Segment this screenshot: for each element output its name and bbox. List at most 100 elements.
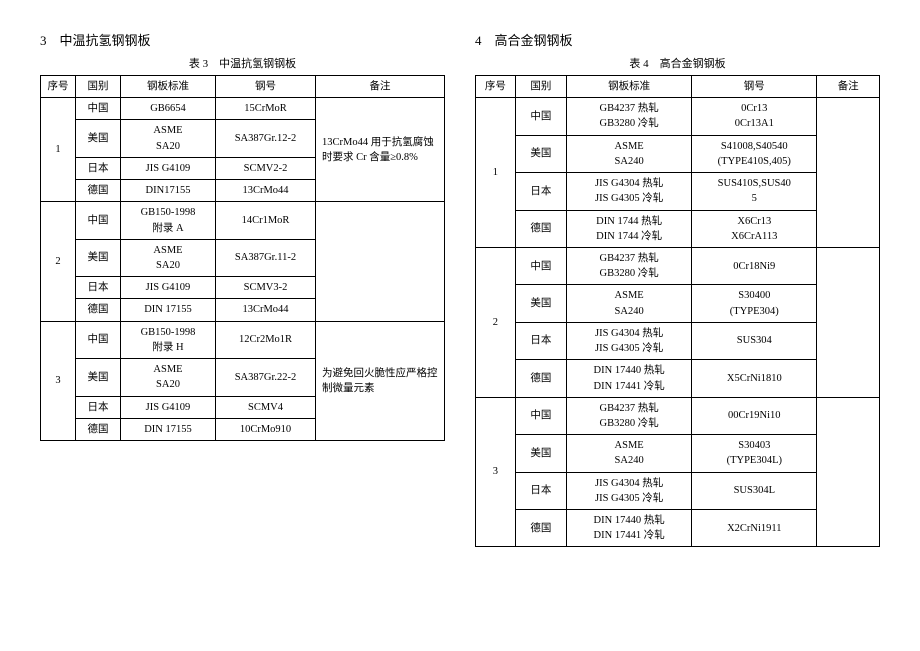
- steel-cell: 10CrMo910: [216, 418, 316, 440]
- steel-cell: 12Cr2Mo1R: [216, 321, 316, 358]
- steel-cell: SUS410S,SUS405: [692, 173, 817, 210]
- standard-cell: DIN 17155: [121, 299, 216, 321]
- country-cell: 日本: [515, 322, 566, 359]
- left-table-caption: 表 3 中温抗氢钢钢板: [40, 55, 445, 71]
- country-cell: 中国: [76, 321, 121, 358]
- steel-cell: X5CrNi1810: [692, 360, 817, 397]
- standard-cell: ASMESA240: [567, 435, 692, 472]
- country-cell: 日本: [515, 472, 566, 509]
- standard-cell: JIS G4304 热轧JIS G4305 冷轧: [567, 472, 692, 509]
- country-cell: 美国: [515, 285, 566, 322]
- steel-cell: SA387Gr.12-2: [216, 120, 316, 157]
- steel-cell: 15CrMoR: [216, 98, 316, 120]
- note-cell: [316, 202, 445, 321]
- standard-cell: JIS G4109: [121, 396, 216, 418]
- table-row: 3中国GB4237 热轧GB3280 冷轧00Cr19Ni10: [476, 397, 880, 434]
- col-standard: 钢板标准: [567, 76, 692, 98]
- steel-cell: 14Cr1MoR: [216, 202, 316, 239]
- standard-cell: JIS G4109: [121, 157, 216, 179]
- seq-cell: 2: [476, 247, 516, 397]
- page-columns: 3 中温抗氢钢钢板 表 3 中温抗氢钢钢板 序号 国别 钢板标准 钢号 备注 1…: [40, 30, 880, 547]
- steel-cell: 13CrMo44: [216, 180, 316, 202]
- col-country: 国别: [76, 76, 121, 98]
- steel-cell: S41008,S40540(TYPE410S,405): [692, 135, 817, 172]
- table-row: 2中国GB150-1998附录 A14Cr1MoR: [41, 202, 445, 239]
- col-seq: 序号: [41, 76, 76, 98]
- steel-cell: S30400(TYPE304): [692, 285, 817, 322]
- col-seq: 序号: [476, 76, 516, 98]
- table-row: 2中国GB4237 热轧GB3280 冷轧0Cr18Ni9: [476, 247, 880, 284]
- standard-cell: GB6654: [121, 98, 216, 120]
- standard-cell: GB4237 热轧GB3280 冷轧: [567, 247, 692, 284]
- note-cell: 13CrMo44 用于抗氢腐蚀时要求 Cr 含量≥0.8%: [316, 98, 445, 202]
- col-steel: 钢号: [216, 76, 316, 98]
- standard-cell: JIS G4109: [121, 277, 216, 299]
- country-cell: 中国: [76, 98, 121, 120]
- country-cell: 中国: [515, 397, 566, 434]
- country-cell: 日本: [515, 173, 566, 210]
- steel-cell: 0Cr130Cr13A1: [692, 98, 817, 135]
- steel-cell: X6Cr13X6CrA113: [692, 210, 817, 247]
- country-cell: 德国: [515, 510, 566, 547]
- standard-cell: ASMESA20: [121, 120, 216, 157]
- note-cell: [817, 247, 880, 397]
- table-row: 1中国GB665415CrMoR13CrMo44 用于抗氢腐蚀时要求 Cr 含量…: [41, 98, 445, 120]
- col-standard: 钢板标准: [121, 76, 216, 98]
- col-country: 国别: [515, 76, 566, 98]
- table-row: 3中国GB150-1998附录 H12Cr2Mo1R为避免回火脆性应严格控制微量…: [41, 321, 445, 358]
- steel-cell: SUS304: [692, 322, 817, 359]
- standard-cell: DIN 17155: [121, 418, 216, 440]
- steel-cell: SA387Gr.22-2: [216, 359, 316, 396]
- country-cell: 日本: [76, 157, 121, 179]
- right-column: 4 高合金钢钢板 表 4 高合金钢钢板 序号 国别 钢板标准 钢号 备注 1中国…: [475, 30, 880, 547]
- steel-cell: SA387Gr.11-2: [216, 239, 316, 276]
- standard-cell: DIN 17440 热轧DIN 17441 冷轧: [567, 360, 692, 397]
- seq-cell: 1: [476, 98, 516, 248]
- country-cell: 德国: [515, 210, 566, 247]
- table-row: 序号 国别 钢板标准 钢号 备注: [476, 76, 880, 98]
- country-cell: 日本: [76, 277, 121, 299]
- left-column: 3 中温抗氢钢钢板 表 3 中温抗氢钢钢板 序号 国别 钢板标准 钢号 备注 1…: [40, 30, 445, 547]
- col-steel: 钢号: [692, 76, 817, 98]
- standard-cell: GB150-1998附录 A: [121, 202, 216, 239]
- note-cell: [817, 98, 880, 248]
- country-cell: 中国: [515, 98, 566, 135]
- country-cell: 日本: [76, 396, 121, 418]
- country-cell: 中国: [515, 247, 566, 284]
- steel-cell: 0Cr18Ni9: [692, 247, 817, 284]
- standard-cell: ASMESA20: [121, 239, 216, 276]
- steel-cell: 13CrMo44: [216, 299, 316, 321]
- seq-cell: 3: [41, 321, 76, 440]
- country-cell: 美国: [515, 135, 566, 172]
- country-cell: 德国: [515, 360, 566, 397]
- right-table: 序号 国别 钢板标准 钢号 备注 1中国GB4237 热轧GB3280 冷轧0C…: [475, 75, 880, 547]
- steel-cell: SUS304L: [692, 472, 817, 509]
- standard-cell: DIN17155: [121, 180, 216, 202]
- standard-cell: JIS G4304 热轧JIS G4305 冷轧: [567, 322, 692, 359]
- country-cell: 美国: [76, 359, 121, 396]
- steel-cell: X2CrNi1911: [692, 510, 817, 547]
- left-section-title: 3 中温抗氢钢钢板: [40, 30, 445, 49]
- standard-cell: ASMESA240: [567, 285, 692, 322]
- steel-cell: SCMV2-2: [216, 157, 316, 179]
- country-cell: 美国: [76, 120, 121, 157]
- standard-cell: GB4237 热轧GB3280 冷轧: [567, 98, 692, 135]
- steel-cell: S30403(TYPE304L): [692, 435, 817, 472]
- standard-cell: DIN 1744 热轧DIN 1744 冷轧: [567, 210, 692, 247]
- note-cell: 为避免回火脆性应严格控制微量元素: [316, 321, 445, 440]
- seq-cell: 3: [476, 397, 516, 547]
- right-section-title: 4 高合金钢钢板: [475, 30, 880, 49]
- standard-cell: JIS G4304 热轧JIS G4305 冷轧: [567, 173, 692, 210]
- standard-cell: GB150-1998附录 H: [121, 321, 216, 358]
- country-cell: 德国: [76, 180, 121, 202]
- country-cell: 中国: [76, 202, 121, 239]
- seq-cell: 2: [41, 202, 76, 321]
- standard-cell: ASMESA20: [121, 359, 216, 396]
- seq-cell: 1: [41, 98, 76, 202]
- right-table-caption: 表 4 高合金钢钢板: [475, 55, 880, 71]
- note-cell: [817, 397, 880, 547]
- col-note: 备注: [316, 76, 445, 98]
- left-table: 序号 国别 钢板标准 钢号 备注 1中国GB665415CrMoR13CrMo4…: [40, 75, 445, 441]
- steel-cell: SCMV3-2: [216, 277, 316, 299]
- table-row: 1中国GB4237 热轧GB3280 冷轧0Cr130Cr13A1: [476, 98, 880, 135]
